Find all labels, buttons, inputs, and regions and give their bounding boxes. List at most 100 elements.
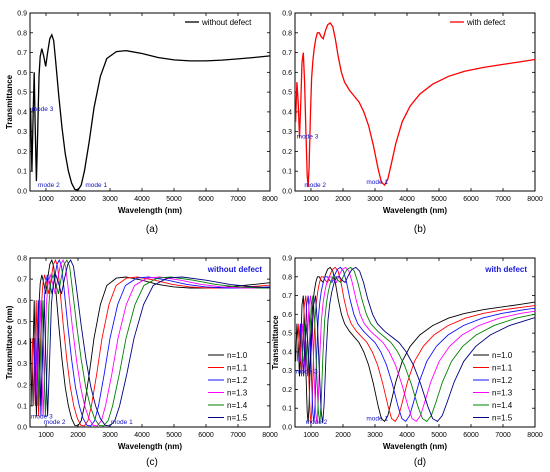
series-group [30,33,270,191]
x-tick-label: 7000 [230,196,246,203]
y-tick-label: 0.5 [17,319,27,326]
mode-annotation: mode 2 [44,419,66,426]
y-axis-label: Transmittance [5,74,14,129]
series-line [30,33,270,191]
x-axis-label: Wavelength (nm) [118,442,182,451]
panel-caption: (c) [146,457,158,468]
legend-entry: n=1.0 [492,351,513,360]
x-tick-label: 7000 [230,432,246,439]
x-tick-label: 1000 [303,196,319,203]
series-line [296,266,535,424]
x-axis-label: Wavelength (nm) [383,206,447,215]
panel-a: 1000 2000 3000 4000 5000 6000 7000 8000 0.0 0.1 0.… [5,11,278,236]
y-tick-label: 0.4 [17,340,27,347]
legend-entry: with defect [466,18,506,27]
mode-annotation: mode 1 [366,415,388,422]
y-tick-label: 0.6 [282,312,292,319]
series-line [295,266,535,424]
x-axis-label: Wavelength (nm) [383,442,447,451]
x-tick-label: 4000 [399,432,415,439]
series-line [300,266,535,424]
x-axis-label: Wavelength (nm) [118,206,182,215]
legend-entry: n=1.5 [227,414,248,423]
series-line [38,259,270,427]
plot-frame [294,257,536,428]
y-tick-label: 0.4 [282,349,292,356]
x-tick-label: 4000 [134,432,150,439]
y-tick-label: 0.8 [282,30,292,37]
y-tick-label: 0.8 [282,274,292,281]
y-axis-label: Transmittance [271,315,280,370]
panel-caption: (a) [146,224,158,235]
plot-frame [29,12,271,192]
panel-title: with defect [484,265,527,274]
series-group [295,266,535,424]
x-tick-label: 1000 [303,432,319,439]
y-tick-label: 0.9 [282,11,292,18]
x-tick-label: 3000 [102,432,118,439]
legend-entry: n=1.4 [227,401,248,410]
y-tick-label: 0.6 [17,70,27,77]
y-tick-label: 0.2 [17,149,27,156]
mode-annotation: mode 2 [38,182,60,189]
x-tick-label: 5000 [166,196,182,203]
series-line [36,259,270,427]
x-tick-label: 3000 [367,432,383,439]
legend-entry: without defect [201,18,252,27]
mode-annotation: mode 1 [366,179,388,186]
y-tick-label: 0.7 [17,50,27,57]
y-tick-label: 0.2 [282,387,292,394]
mode-annotation: mode 1 [85,182,107,189]
x-tick-label: 8000 [527,196,543,203]
y-tick-label: 0.7 [282,50,292,57]
mode-annotation: mode 2 [306,419,328,426]
mode-annotation: mode 2 [304,182,326,189]
x-tick-label: 2000 [70,432,86,439]
y-tick-label: 0.5 [17,90,27,97]
y-tick-label: 0.6 [17,298,27,305]
series-line [295,21,535,188]
x-tick-label: 8000 [262,432,278,439]
panel-caption: (b) [414,224,426,235]
x-tick-label: 5000 [431,196,447,203]
legend-entry: n=1.0 [227,351,248,360]
legend-entry: n=1.3 [227,389,248,398]
series-line [303,266,535,424]
x-tick-label: 6000 [463,432,479,439]
x-tick-label: 6000 [198,432,214,439]
y-tick-label: 0.0 [17,425,27,432]
y-tick-label: 0.1 [282,406,292,413]
legend-entry: n=1.3 [492,389,513,398]
series-line [298,266,535,424]
panel-c: 1000 2000 3000 4000 5000 6000 7000 8000 0.0 0.1 0.… [5,256,278,469]
y-tick-label: 0.1 [282,169,292,176]
y-tick-label: 0.6 [282,70,292,77]
y-tick-label: 0.3 [17,129,27,136]
mode-annotation: mode 3 [31,414,53,421]
y-tick-label: 0.0 [282,425,292,432]
x-tick-label: 7000 [495,432,511,439]
y-tick-label: 0.1 [17,169,27,176]
x-tick-label: 5000 [166,432,182,439]
panel-d: 1000 2000 3000 4000 5000 6000 7000 8000 0.0 0.1 0.… [271,256,543,469]
x-tick-label: 1000 [38,432,54,439]
series-line [35,259,270,427]
y-tick-label: 0.8 [17,30,27,37]
x-tick-label: 5000 [431,432,447,439]
mode-annotation: mode 3 [297,134,319,141]
y-tick-label: 0.2 [282,149,292,156]
y-tick-label: 0.0 [17,189,27,196]
series-line [301,266,535,424]
plot-frame [294,12,536,192]
y-tick-label: 0.4 [17,109,27,116]
x-tick-label: 3000 [102,196,118,203]
y-tick-label: 0.7 [282,293,292,300]
x-tick-label: 7000 [495,196,511,203]
y-axis-label: Transmittance (nm) [5,305,14,379]
mode-annotation: mode 3 [32,106,54,113]
x-tick-label: 8000 [527,432,543,439]
y-tick-label: 0.0 [282,189,292,196]
legend-entry: n=1.2 [492,376,513,385]
x-tick-label: 4000 [399,196,415,203]
